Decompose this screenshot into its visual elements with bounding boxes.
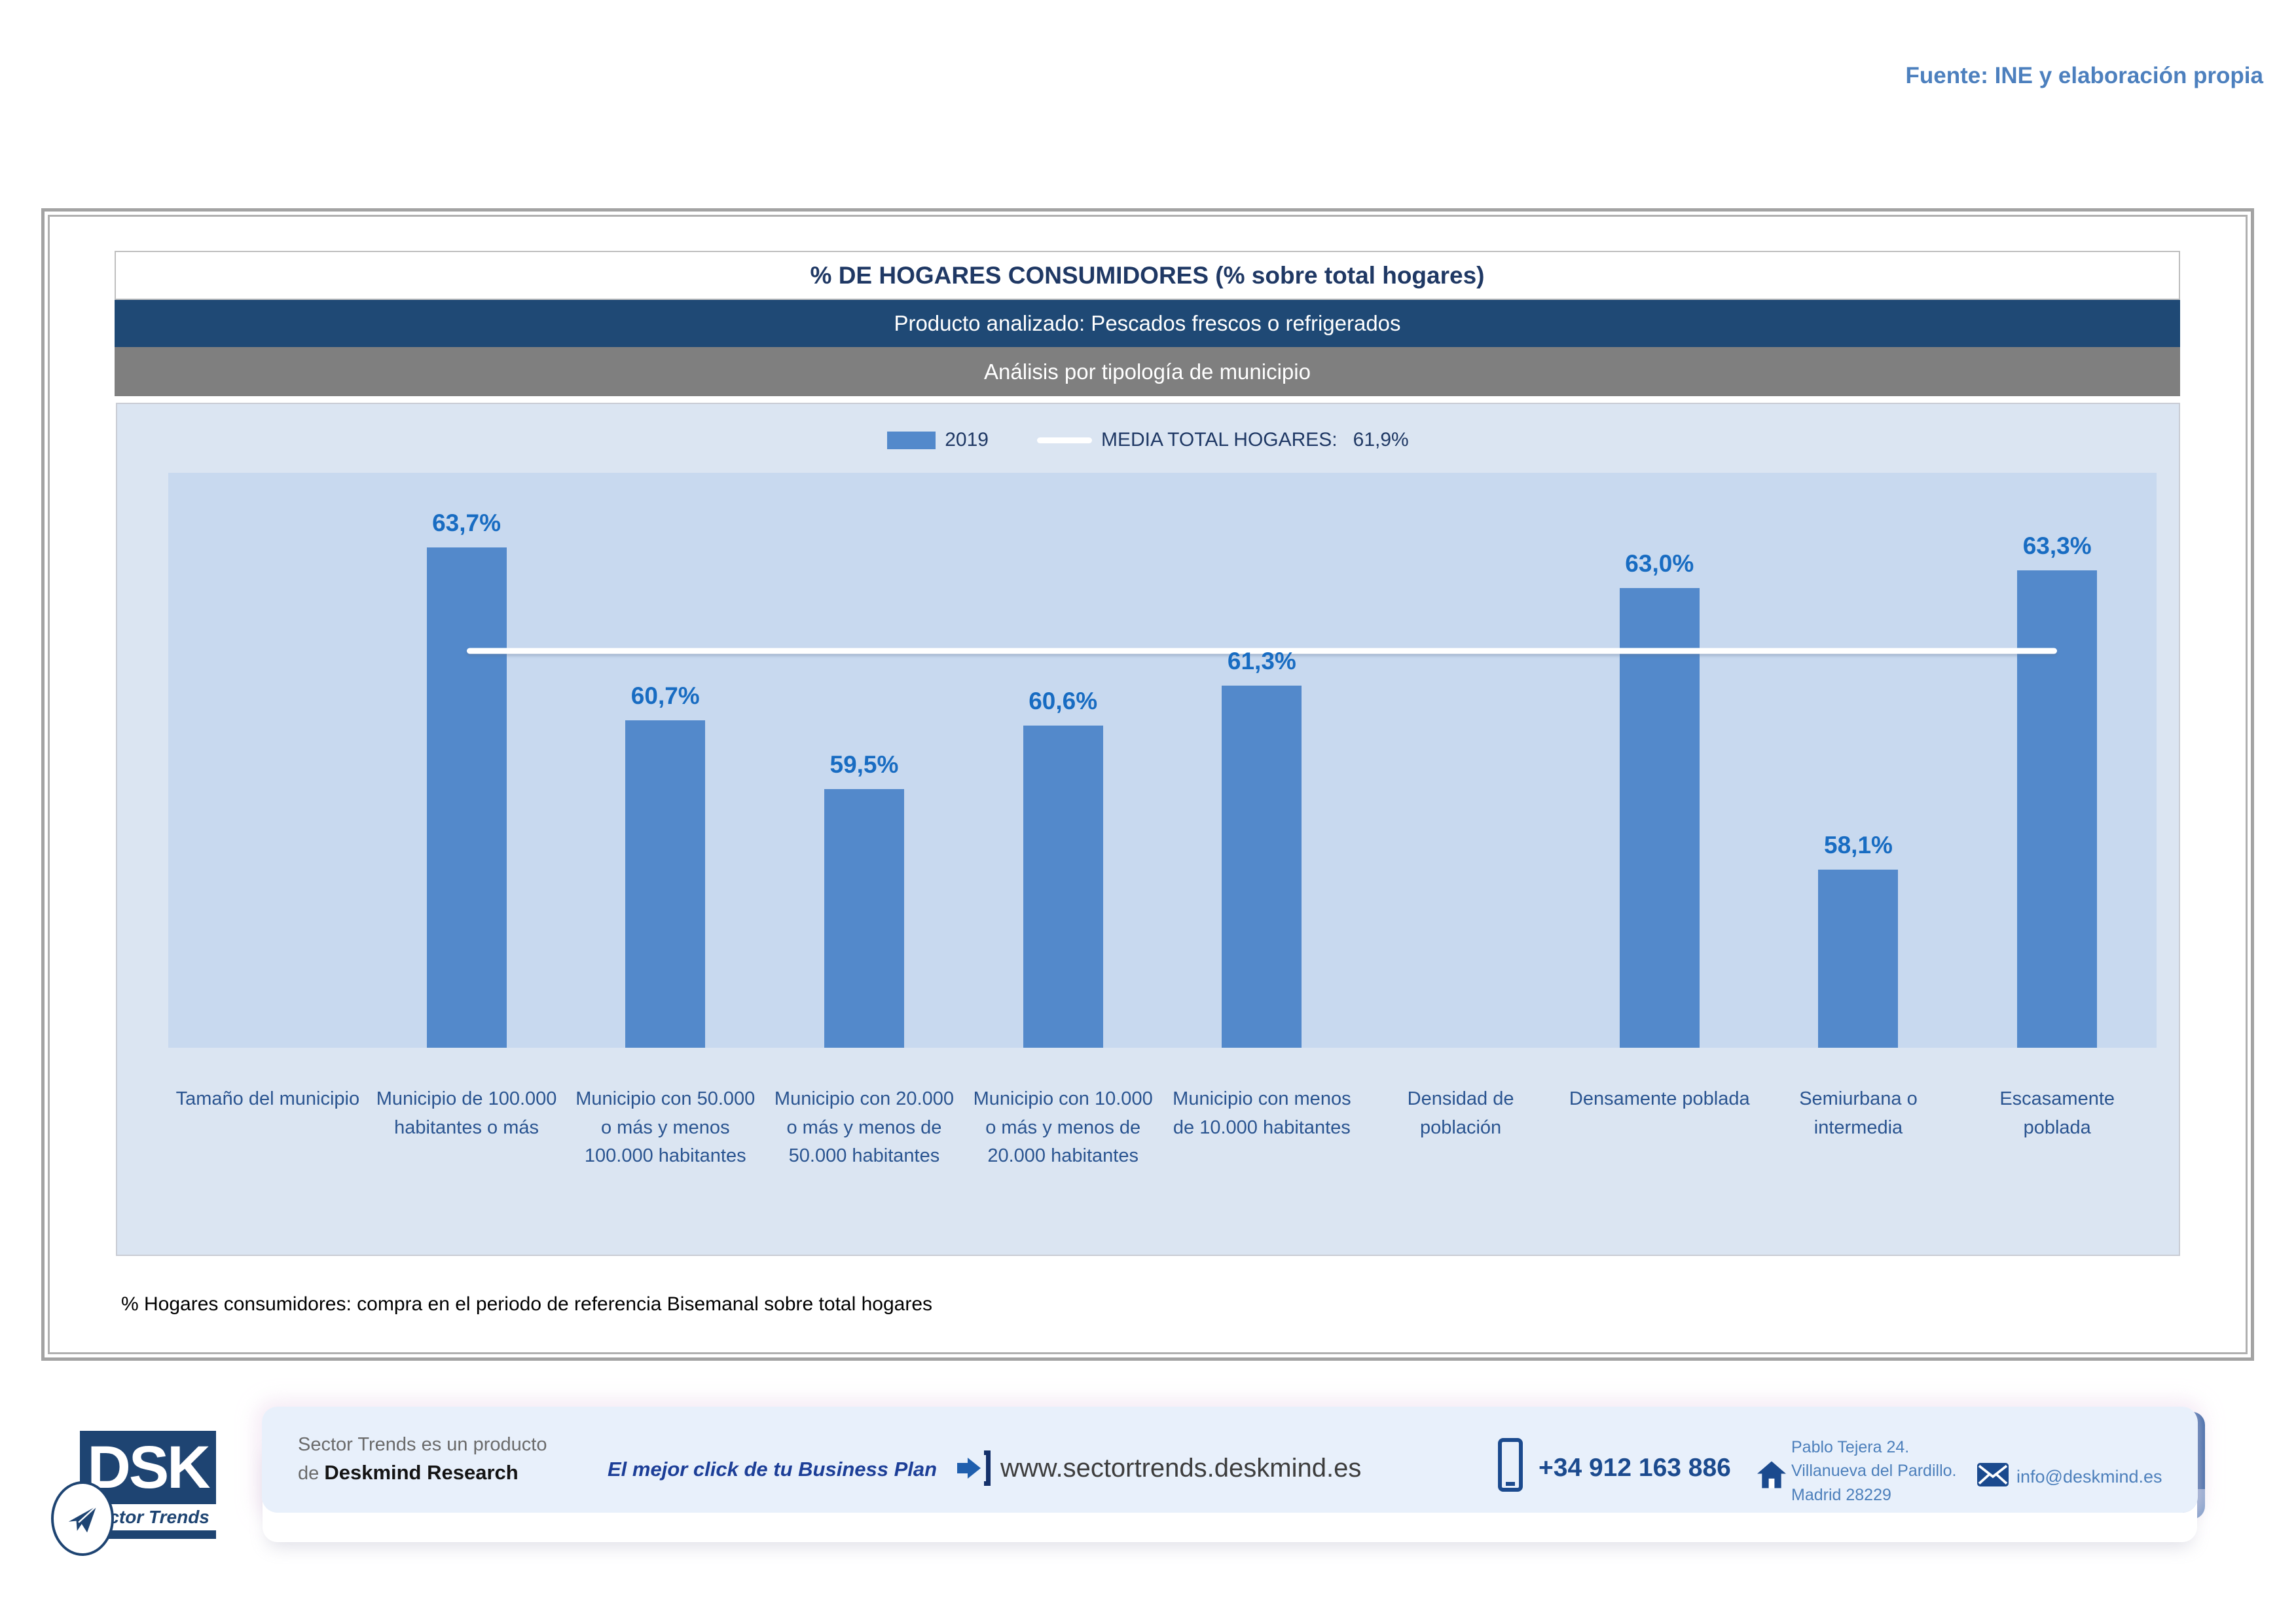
bar-value-label-2: 63,7% — [432, 509, 501, 537]
chart-panel: 2019 MEDIA TOTAL HOGARES: 61,9% 63,7% 60,… — [116, 403, 2180, 1256]
arrow-link-icon — [957, 1450, 991, 1486]
bar-value-label-6: 61,3% — [1227, 647, 1296, 674]
chart-column-8: 63,0% — [1560, 473, 1759, 1048]
axis-label-8: Densamente poblada — [1569, 1088, 1750, 1109]
brand-line2: de Deskmind Research — [298, 1461, 547, 1485]
chart-column-9: 58,1% — [1759, 473, 1958, 1048]
source-note: Fuente: INE y elaboración propia — [1905, 63, 2263, 88]
dsk-logo-base-strip — [80, 1530, 216, 1539]
axis-label-4: Municipio con 20.000 o más y menos de 50… — [774, 1088, 954, 1166]
paper-plane-icon — [51, 1481, 114, 1556]
address-line3: Madrid 28229 — [1791, 1485, 1891, 1504]
home-icon — [1756, 1460, 1787, 1492]
chart-column-1 — [168, 473, 367, 1048]
bar-6 — [1222, 685, 1302, 1048]
address-line1: Pablo Tejera 24. — [1791, 1438, 1910, 1456]
bar-3 — [625, 720, 706, 1048]
axis-label-6: Municipio con menos de 10.000 habitantes — [1173, 1088, 1351, 1138]
x-axis-labels: Tamaño del municipio Municipio de 100.000… — [168, 1085, 2157, 1171]
arrow-shaft — [957, 1463, 968, 1473]
mean-line — [466, 648, 2058, 654]
axis-label-9: Semiurbana o intermedia — [1799, 1088, 1918, 1138]
legend-mean-label: MEDIA TOTAL HOGARES: — [1101, 429, 1338, 451]
arrow-head — [968, 1458, 981, 1479]
chart-column-10: 63,3% — [1958, 473, 2157, 1048]
axis-label-5: Municipio con 10.000 o más y menos de 20… — [973, 1088, 1153, 1166]
dsk-logo-acronym: DSK — [87, 1434, 210, 1501]
bar-2 — [426, 547, 507, 1048]
arrow-bracket — [984, 1450, 991, 1486]
legend-2019-swatch — [887, 431, 936, 449]
email-link[interactable]: info@deskmind.es — [2016, 1467, 2162, 1486]
bar-value-label-10: 63,3% — [2022, 532, 2092, 560]
bar-value-label-4: 59,5% — [829, 750, 899, 778]
chart-column-7 — [1361, 473, 1560, 1048]
axis-label-10: Escasamente poblada — [1999, 1088, 2115, 1138]
bar-10 — [2017, 570, 2098, 1048]
analysis-subtitle: Análisis por tipología de municipio — [115, 347, 2180, 396]
address-line2: Villanueva del Pardillo. — [1791, 1462, 1957, 1481]
brand-line2-name: Deskmind Research — [324, 1461, 519, 1484]
footnote: % Hogares consumidores: compra en el per… — [121, 1293, 933, 1315]
report-frame — [41, 208, 2254, 1361]
slogan: El mejor click de tu Business Plan — [608, 1458, 938, 1481]
chart-title: % DE HOGARES CONSUMIDORES (% sobre total… — [115, 251, 2180, 300]
bar-value-label-8: 63,0% — [1625, 549, 1694, 577]
axis-label-1: Tamaño del municipio — [175, 1088, 360, 1109]
axis-label-2: Municipio de 100.000 habitantes o más — [376, 1088, 557, 1138]
phone-number: +34 912 163 886 — [1539, 1454, 1731, 1482]
chart-column-3: 60,7% — [566, 473, 765, 1048]
plot-area: 63,7% 60,7% 59,5% 60,6% 61,3% 63,0% 58,1% 63,3% — [168, 473, 2157, 1048]
legend-mean-line-swatch — [1037, 437, 1092, 443]
address: Pablo Tejera 24. Villanueva del Pardillo… — [1791, 1435, 1956, 1507]
chart-column-6: 61,3% — [1163, 473, 1362, 1048]
brand-text: Sector Trends es un producto de Deskmind… — [298, 1434, 547, 1485]
bar-value-label-3: 60,7% — [630, 682, 700, 709]
footer-card: Sector Trends es un producto de Deskmind… — [262, 1407, 2198, 1513]
brand-line1: Sector Trends es un producto — [298, 1434, 547, 1455]
brand-line2-prefix: de — [298, 1463, 325, 1484]
bar-5 — [1023, 726, 1103, 1048]
phone-icon — [1498, 1438, 1523, 1492]
chart-column-4: 59,5% — [765, 473, 964, 1048]
legend-mean-value: 61,9% — [1353, 429, 1409, 451]
bar-8 — [1619, 587, 1700, 1048]
envelope-icon — [1977, 1463, 2009, 1490]
product-subtitle: Producto analizado: Pescados frescos o r… — [115, 300, 2180, 347]
bar-value-label-5: 60,6% — [1029, 688, 1098, 715]
legend-2019-label: 2019 — [945, 429, 989, 451]
bar-9 — [1818, 869, 1899, 1048]
axis-label-3: Municipio con 50.000 o más y menos 100.0… — [575, 1088, 756, 1166]
report-frame-inner — [48, 215, 2248, 1354]
chart-legend: 2019 MEDIA TOTAL HOGARES: 61,9% — [117, 429, 2179, 451]
axis-label-7: Densidad de población — [1407, 1088, 1514, 1138]
chart-column-5: 60,6% — [964, 473, 1163, 1048]
bar-value-label-9: 58,1% — [1824, 831, 1893, 858]
chart-column-2: 63,7% — [367, 473, 566, 1048]
title-block: % DE HOGARES CONSUMIDORES (% sobre total… — [115, 251, 2180, 396]
website-link[interactable]: www.sectortrends.deskmind.es — [1000, 1454, 1362, 1483]
bar-4 — [824, 788, 904, 1048]
